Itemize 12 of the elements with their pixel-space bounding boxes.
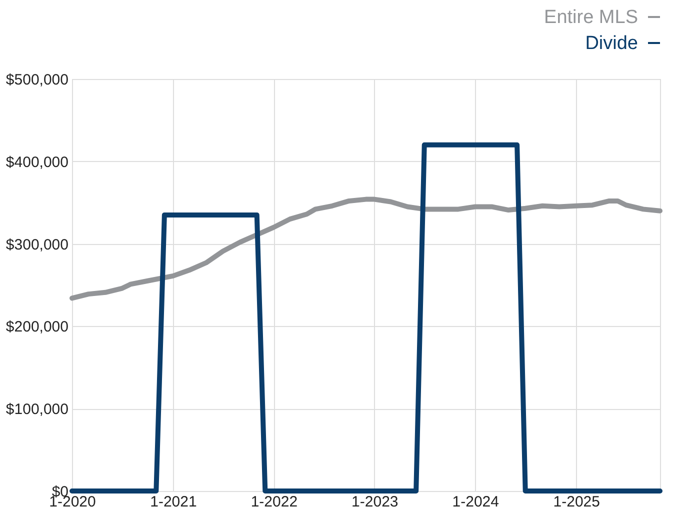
y-tick-label: $200,000 xyxy=(6,318,68,336)
x-tick-label: 1-2022 xyxy=(250,494,298,510)
legend-label: Divide xyxy=(585,33,638,54)
x-tick-label: 1-2025 xyxy=(553,494,600,510)
legend-label: Entire MLS xyxy=(544,7,638,28)
y-tick-label: $500,000 xyxy=(6,72,68,88)
x-tick-label: 1-2023 xyxy=(352,494,398,510)
x-tick-label: 1-2021 xyxy=(150,494,197,510)
x-tick-label: 1-2024 xyxy=(452,494,499,510)
y-tick-label: $400,000 xyxy=(6,154,68,171)
y-tick-label: $100,000 xyxy=(6,401,68,418)
y-tick-label: $300,000 xyxy=(6,236,68,254)
